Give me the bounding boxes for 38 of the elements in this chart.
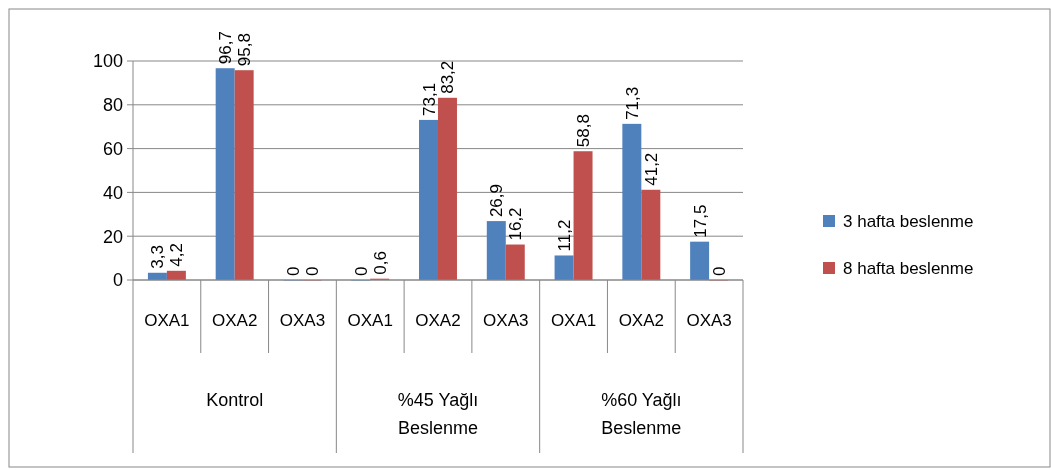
data-label: 3,3: [148, 245, 168, 269]
legend-label: 3 hafta beslenme: [843, 211, 974, 231]
x-tick-label: OXA1: [347, 311, 393, 330]
y-tick-label: 100: [92, 51, 123, 72]
x-tick-label: OXA2: [211, 311, 258, 330]
data-label: 26,9: [487, 184, 507, 218]
data-label: 95,8: [235, 33, 255, 67]
data-label: 4,2: [167, 243, 187, 267]
text: Kontrol: [206, 390, 264, 410]
y-tick-label: 60: [102, 138, 123, 159]
data-label: 0: [302, 266, 322, 276]
x-tick-label: OXA1: [144, 311, 190, 330]
y-tick-label: 20: [102, 226, 123, 247]
data-label: 0: [283, 266, 303, 276]
y-tick-label: 40: [102, 182, 123, 203]
data-label: 16,2: [506, 207, 526, 241]
data-label: 0,6: [370, 251, 390, 275]
data-label: 96,7: [216, 31, 236, 65]
data-label: 11,2: [555, 219, 575, 252]
text: %60 Yağlı Beslenme: [601, 390, 682, 438]
data-label: 17,5: [690, 204, 710, 238]
y-tick-label: 80: [102, 95, 123, 116]
x-tick-label: OXA3: [686, 311, 732, 330]
text: %45 Yağlı Beslenme: [397, 390, 479, 438]
data-label: 73,1: [419, 82, 439, 116]
data-label: 83,2: [438, 60, 458, 94]
x-tick-label: OXA3: [279, 311, 326, 330]
x-tick-label: OXA1: [550, 311, 597, 330]
data-label: 0: [351, 266, 371, 276]
data-label: 0: [709, 266, 729, 276]
data-label: 41,2: [641, 152, 661, 186]
x-tick-label: OXA2: [415, 311, 461, 330]
data-label: 71,3: [622, 86, 642, 120]
legend-label: 8 hafta beslenme: [843, 258, 974, 278]
x-tick-label: OXA3: [483, 311, 529, 330]
y-tick-label: 0: [112, 270, 123, 291]
x-tick-label: OXA2: [618, 311, 665, 330]
data-label: 58,8: [574, 114, 594, 148]
